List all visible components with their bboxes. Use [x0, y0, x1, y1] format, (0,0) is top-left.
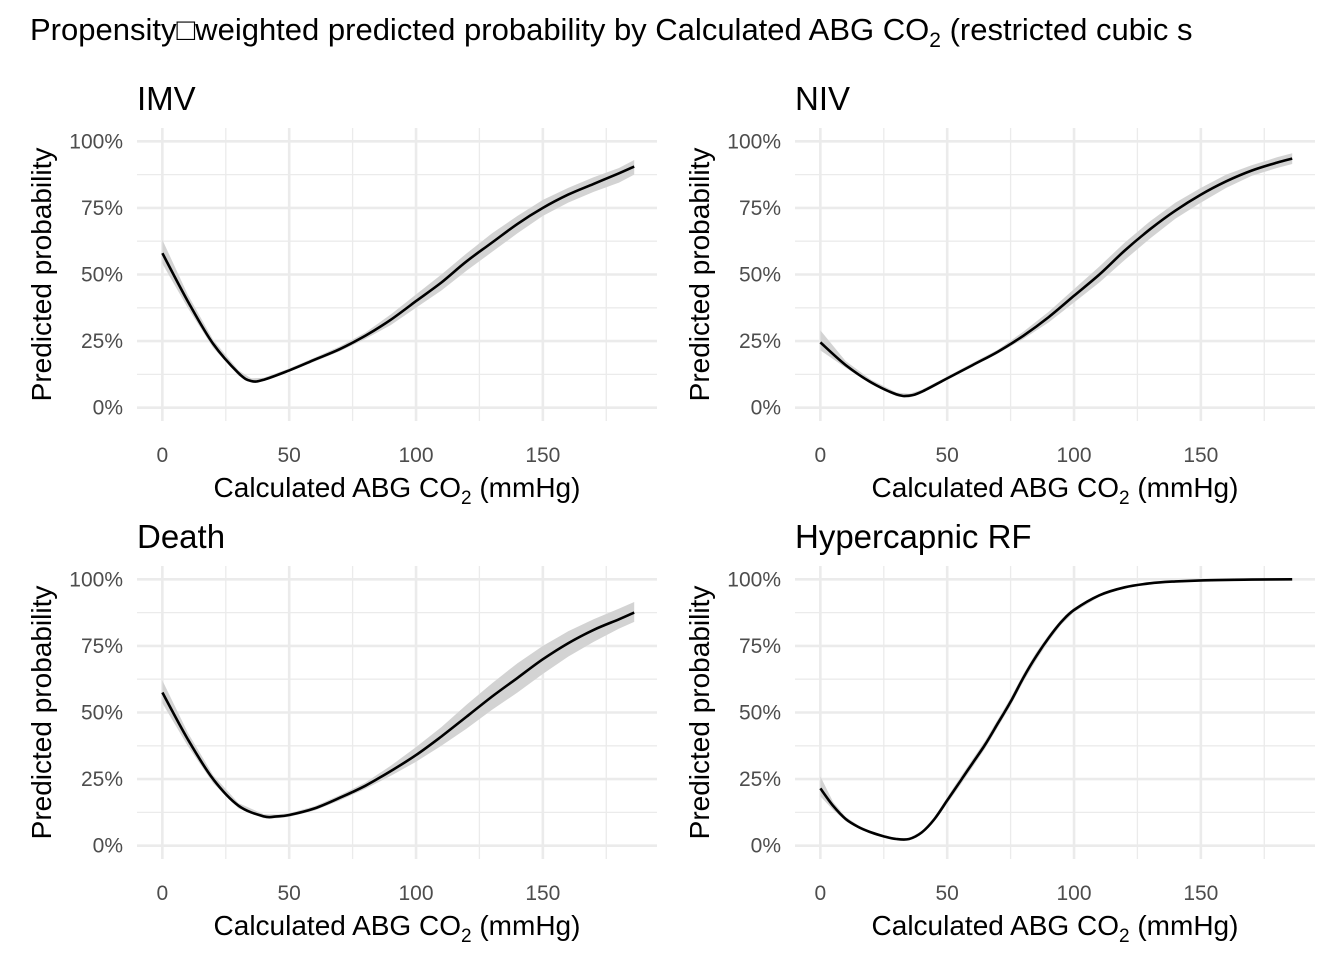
y-tick-label: 100%: [727, 568, 781, 591]
y-tick-label: 75%: [739, 197, 781, 220]
panel-title-imv: IMV: [137, 80, 196, 117]
figure-title: Propensity□weighted predicted probabilit…: [30, 12, 1193, 53]
y-tick-label: 50%: [739, 702, 781, 725]
x-tick-label: 0: [157, 444, 169, 467]
x-tick-label: 100: [399, 444, 434, 467]
y-tick-label: 0%: [751, 835, 781, 858]
gridlines: [137, 128, 657, 421]
y-axis-label: Predicted probability: [684, 586, 715, 840]
gridlines: [137, 566, 657, 859]
y-axis-label: Predicted probability: [26, 586, 57, 840]
x-tick-label: 150: [1183, 882, 1218, 905]
x-tick-label: 100: [1057, 444, 1092, 467]
x-axis-label: Calculated ABG CO2 (mmHg): [872, 472, 1239, 509]
y-tick-label: 0%: [93, 835, 123, 858]
x-axis-label: Calculated ABG CO2 (mmHg): [214, 472, 581, 509]
panel-niv: 0 50 100 150 0% 25% 50% 75% 100% Calculated ABG C…: [684, 128, 1315, 509]
x-tick-label: 0: [815, 444, 827, 467]
y-tick-label: 25%: [81, 768, 123, 791]
x-tick-label: 50: [278, 444, 301, 467]
y-tick-label: 25%: [739, 768, 781, 791]
x-tick-label: 100: [1057, 882, 1092, 905]
panel-hypercapnic-rf: 0 50 100 150 0% 25% 50% 75% 100% Calculated ABG C…: [684, 566, 1315, 947]
y-tick-label: 75%: [81, 197, 123, 220]
series-line: [819, 578, 1293, 841]
x-tick-label: 100: [399, 882, 434, 905]
confidence-band: [820, 579, 1293, 840]
confidence-band: [162, 160, 635, 383]
x-tick-label: 50: [278, 882, 301, 905]
y-tick-label: 100%: [69, 130, 123, 153]
series-line: [161, 611, 635, 819]
y-tick-label: 0%: [93, 397, 123, 420]
series-line: [819, 157, 1293, 398]
x-tick-label: 150: [525, 882, 560, 905]
panel-title-hypercapnic-rf: Hypercapnic RF: [795, 518, 1032, 555]
y-axis-label: Predicted probability: [684, 148, 715, 402]
y-tick-label: 25%: [81, 330, 123, 353]
panel-death: 0 50 100 150 0% 25% 50% 75% 100% Calculated ABG C…: [26, 566, 657, 947]
panel-title-niv: NIV: [795, 80, 851, 117]
y-tick-label: 25%: [739, 330, 781, 353]
x-axis-label: Calculated ABG CO2 (mmHg): [214, 910, 581, 947]
y-axis-label: Predicted probability: [26, 148, 57, 402]
y-tick-label: 75%: [81, 635, 123, 658]
x-tick-label: 150: [525, 444, 560, 467]
x-tick-label: 0: [815, 882, 827, 905]
x-tick-label: 150: [1183, 444, 1218, 467]
panel-imv: 0 50 100 150 0% 25% 50% 75% 100% Calculated ABG C…: [26, 128, 657, 509]
y-tick-label: 50%: [81, 264, 123, 287]
y-tick-label: 75%: [739, 635, 781, 658]
y-tick-label: 100%: [727, 130, 781, 153]
x-tick-label: 50: [936, 444, 959, 467]
x-axis-label: Calculated ABG CO2 (mmHg): [872, 910, 1239, 947]
y-tick-label: 100%: [69, 568, 123, 591]
panel-title-death: Death: [137, 518, 226, 555]
y-tick-label: 50%: [81, 702, 123, 725]
x-tick-label: 0: [157, 882, 169, 905]
y-tick-label: 0%: [751, 397, 781, 420]
confidence-band: [162, 602, 635, 819]
gridlines: [795, 566, 1315, 859]
series-line: [161, 165, 635, 383]
y-tick-label: 50%: [739, 264, 781, 287]
gridlines: [795, 128, 1315, 421]
x-tick-label: 50: [936, 882, 959, 905]
confidence-band: [820, 153, 1293, 398]
